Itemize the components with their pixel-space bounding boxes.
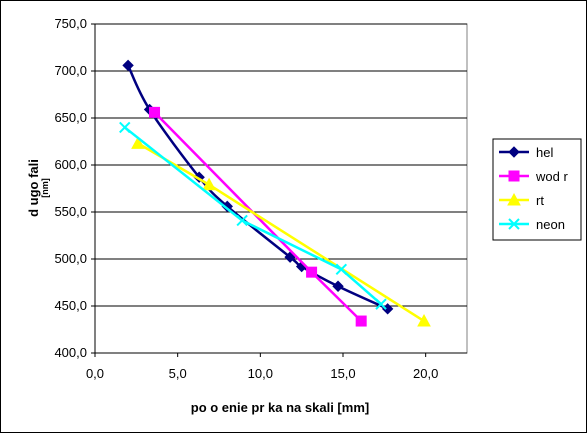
series-neon <box>119 121 387 310</box>
series-line <box>123 126 382 306</box>
x-marker-stroke <box>508 218 520 230</box>
y-tick-label: 650,0 <box>54 110 87 125</box>
legend-label: rt <box>536 193 544 208</box>
data-point-triangle <box>202 177 216 191</box>
y-axis-title-unit: [nm] <box>40 178 50 198</box>
y-tick-label: 450,0 <box>54 298 87 313</box>
tick-labels: 400,0 450,0 500,0 550,0 600,0 650,0 700,0 750,0… <box>54 16 438 381</box>
plot-area <box>94 23 468 354</box>
x-tick-label: 15,0 <box>330 366 355 381</box>
data-point-diamond <box>122 59 134 72</box>
y-tick-label: 550,0 <box>54 204 87 219</box>
x-marker-stroke <box>236 214 248 227</box>
data-point-diamond <box>332 280 344 292</box>
x-marker-stroke <box>375 298 387 310</box>
x-tick-label: 20,0 <box>413 366 438 381</box>
legend: hel wod r rt neon <box>492 138 582 241</box>
y-axis-title: d ugo fali <box>26 159 41 217</box>
x-tick-label: 0,0 <box>86 366 104 381</box>
y-tick-label: 400,0 <box>54 345 87 360</box>
legend-marker <box>508 146 520 158</box>
data-point-triangle <box>417 313 431 327</box>
legend-items: hel wod r rt neon <box>499 145 568 232</box>
legend-marker <box>508 218 520 230</box>
series-wod-r <box>149 106 367 327</box>
data-point-triangle <box>131 136 145 149</box>
y-tick-label: 500,0 <box>54 251 87 266</box>
legend-item-neon: neon <box>499 217 565 232</box>
legend-marker <box>508 170 520 182</box>
data-point-x <box>335 263 348 276</box>
y-axis-title-group: d ugo fali [nm] <box>26 159 50 217</box>
data-point-x <box>236 214 248 227</box>
legend-marker <box>507 192 521 206</box>
gridlines <box>94 23 467 354</box>
legend-item-hel: hel <box>499 145 553 160</box>
legend-item-rt: rt <box>499 192 544 208</box>
legend-label: wod r <box>535 169 568 184</box>
legend-label: neon <box>536 217 565 232</box>
x-axis-title: po o enie pr ka na skali [mm] <box>191 400 369 415</box>
x-tick-label: 10,0 <box>248 366 273 381</box>
data-point-square <box>306 266 318 278</box>
y-tick-label: 750,0 <box>54 16 87 31</box>
data-point-square <box>149 106 161 118</box>
x-tick-label: 5,0 <box>169 366 187 381</box>
legend-label: hel <box>536 145 553 160</box>
x-marker-stroke <box>119 121 131 134</box>
y-tick-label: 700,0 <box>54 63 87 78</box>
data-point-x <box>375 298 387 310</box>
data-point-x <box>119 121 131 134</box>
data-point-square <box>355 315 367 327</box>
series-layer <box>119 59 431 327</box>
x-marker-stroke <box>335 263 348 276</box>
legend-item-wod-r: wod r <box>499 169 568 184</box>
y-tick-label: 600,0 <box>54 157 87 172</box>
